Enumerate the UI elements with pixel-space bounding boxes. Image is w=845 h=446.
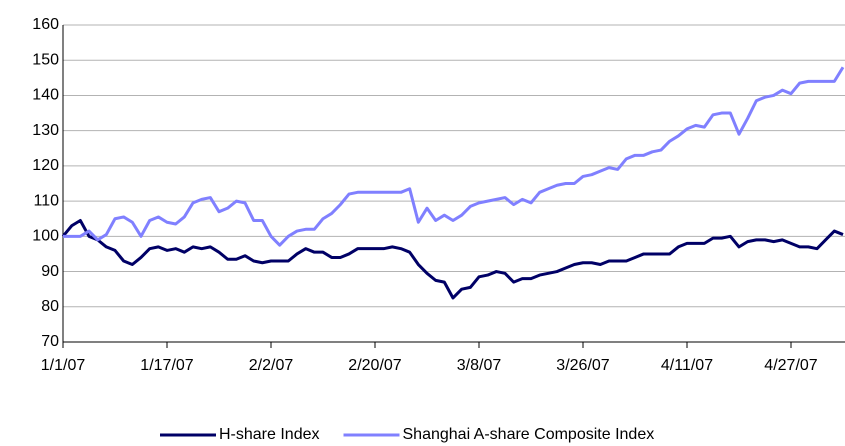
- y-tick-label: 130: [32, 122, 59, 139]
- x-tick-label: 4/11/07: [661, 357, 713, 374]
- legend-label: H-share Index: [219, 426, 320, 443]
- x-tick-label: 2/20/07: [348, 357, 401, 374]
- y-tick-label: 160: [32, 16, 59, 33]
- x-tick-label: 4/27/07: [764, 357, 817, 374]
- y-tick-label: 150: [32, 51, 59, 68]
- x-tick-label: 1/17/07: [140, 357, 193, 374]
- y-tick-label: 140: [32, 87, 59, 104]
- y-tick-label: 120: [32, 157, 59, 174]
- x-tick-label: 3/26/07: [556, 357, 609, 374]
- y-tick-label: 100: [32, 228, 59, 245]
- series-line: [63, 66, 845, 247]
- y-tick-label: 90: [41, 263, 59, 280]
- x-tick-label: 3/8/07: [457, 357, 502, 374]
- x-tick-label: 1/1/07: [41, 357, 86, 374]
- series-line: [61, 218, 844, 300]
- y-tick-label: 110: [33, 192, 59, 209]
- y-tick-label: 70: [41, 333, 59, 350]
- y-tick-label: 80: [41, 298, 59, 315]
- legend-label: Shanghai A-share Composite Index: [403, 426, 655, 443]
- x-tick-label: 2/2/07: [249, 357, 294, 374]
